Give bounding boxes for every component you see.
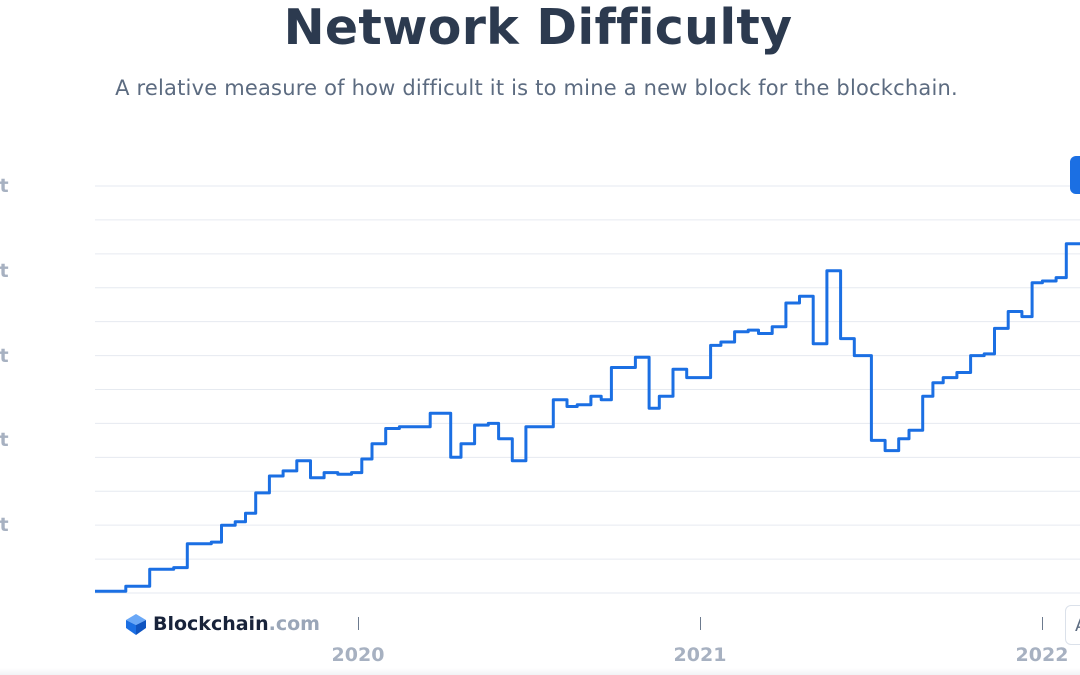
y-tick-label: 15t — [0, 429, 9, 452]
y-tick-label: 30t — [0, 175, 9, 197]
page-title: Network Difficulty — [283, 0, 793, 56]
blockchain-cube-icon — [126, 614, 146, 635]
page-subtitle: A relative measure of how difficult it i… — [115, 76, 958, 100]
chart-action-button[interactable] — [1070, 156, 1080, 194]
brand-logo: Blockchain .com — [124, 610, 320, 638]
brand-name: Blockchain — [153, 613, 269, 635]
x-tick-mark — [1042, 617, 1043, 630]
x-tick-label: 2020 — [331, 644, 385, 666]
x-tick-mark — [358, 617, 359, 630]
y-tick-label: 10t — [0, 514, 9, 537]
y-tick-label: 20t — [0, 344, 9, 367]
difficulty-series-line — [95, 242, 1080, 593]
range-selector-button[interactable]: A — [1065, 605, 1080, 645]
y-tick-label: 25t — [0, 259, 9, 282]
x-tick-label: 2021 — [673, 644, 727, 666]
brand-domain: .com — [268, 613, 320, 635]
footer-divider — [0, 668, 1080, 675]
x-tick-mark — [700, 617, 701, 630]
x-tick-label: 2022 — [1015, 644, 1069, 666]
